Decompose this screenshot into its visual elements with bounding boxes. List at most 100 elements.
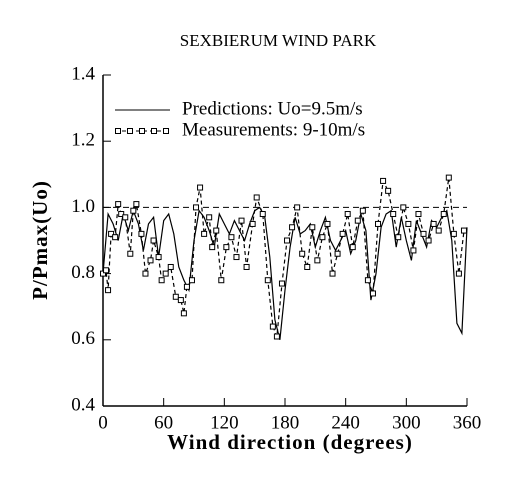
- chart-title: SEXBIERUM WIND PARK: [180, 31, 377, 50]
- marker: [259, 211, 266, 218]
- marker: [304, 263, 311, 270]
- marker: [455, 270, 462, 277]
- marker: [395, 234, 402, 241]
- marker: [150, 237, 157, 244]
- marker: [354, 217, 361, 224]
- marker: [294, 204, 301, 211]
- x-tick-label: 180: [271, 412, 300, 433]
- marker: [359, 207, 366, 214]
- legend-marker: [127, 128, 133, 134]
- marker: [364, 277, 371, 284]
- marker: [183, 283, 190, 290]
- marker: [218, 277, 225, 284]
- marker: [420, 230, 427, 237]
- marker: [243, 263, 250, 270]
- marker: [249, 220, 256, 227]
- y-tick-label: 1.2: [71, 130, 95, 151]
- marker: [133, 201, 140, 208]
- marker: [450, 230, 457, 237]
- marker: [380, 177, 387, 184]
- marker: [369, 290, 376, 297]
- legend-marker: [163, 128, 169, 134]
- x-tick-label: 120: [210, 412, 239, 433]
- marker: [103, 267, 110, 274]
- x-tick-label: 60: [154, 412, 173, 433]
- marker: [130, 207, 137, 214]
- marker: [180, 310, 187, 317]
- marker: [147, 257, 154, 264]
- marker: [299, 250, 306, 257]
- x-tick-label: 360: [453, 412, 482, 433]
- marker: [115, 201, 122, 208]
- marker: [314, 257, 321, 264]
- marker: [138, 230, 145, 237]
- marker: [142, 270, 149, 277]
- y-tick-label: 0.8: [71, 262, 95, 283]
- legend-marker: [115, 128, 121, 134]
- marker: [206, 214, 213, 221]
- marker: [177, 297, 184, 304]
- marker: [405, 220, 412, 227]
- marker: [155, 254, 162, 261]
- x-axis-label: Wind direction (degrees): [167, 430, 413, 454]
- marker: [460, 227, 467, 234]
- marker: [100, 270, 106, 277]
- marker: [390, 211, 397, 218]
- marker: [172, 293, 179, 300]
- x-tick-label: 0: [98, 412, 108, 433]
- marker: [273, 333, 280, 340]
- legend-label: Predictions: Uo=9.5m/s: [182, 98, 363, 119]
- marker: [167, 263, 174, 270]
- marker: [375, 220, 382, 227]
- marker: [430, 220, 437, 227]
- y-axis-label: P/Pmax(Uo): [28, 180, 52, 300]
- marker: [309, 224, 316, 231]
- marker: [105, 287, 112, 294]
- marker: [410, 247, 417, 254]
- marker: [269, 323, 276, 330]
- marker: [233, 254, 240, 261]
- marker: [108, 230, 115, 237]
- marker: [201, 230, 208, 237]
- marker: [118, 211, 125, 218]
- y-tick-label: 1.4: [71, 63, 95, 84]
- x-tick-label: 300: [392, 412, 421, 433]
- marker: [122, 214, 129, 221]
- marker: [197, 184, 204, 191]
- marker: [339, 230, 346, 237]
- y-tick-label: 0.4: [71, 394, 95, 415]
- marker: [319, 234, 326, 241]
- marker: [209, 244, 216, 251]
- marker: [253, 194, 260, 201]
- marker: [425, 237, 432, 244]
- marker: [344, 211, 351, 218]
- marker: [400, 204, 407, 211]
- marker: [334, 250, 341, 257]
- marker: [264, 277, 271, 284]
- marker: [435, 227, 442, 234]
- marker: [278, 280, 285, 287]
- marker: [445, 174, 452, 181]
- marker: [228, 234, 235, 241]
- marker: [415, 211, 422, 218]
- x-tick-label: 240: [331, 412, 360, 433]
- marker: [162, 270, 169, 277]
- marker: [284, 237, 291, 244]
- marker: [158, 277, 165, 284]
- y-tick-label: 0.6: [71, 328, 95, 349]
- marker: [127, 250, 134, 257]
- marker: [238, 217, 245, 224]
- marker: [440, 211, 447, 218]
- marker: [349, 244, 356, 251]
- series-line: [102, 206, 468, 340]
- marker: [329, 270, 336, 277]
- marker: [188, 277, 195, 284]
- marker: [223, 244, 230, 251]
- legend-label: Measurements: 9-10m/s: [182, 119, 365, 140]
- legend-marker: [139, 128, 145, 134]
- legend-marker: [151, 128, 157, 134]
- marker: [289, 224, 296, 231]
- marker: [193, 204, 200, 211]
- marker: [324, 220, 331, 227]
